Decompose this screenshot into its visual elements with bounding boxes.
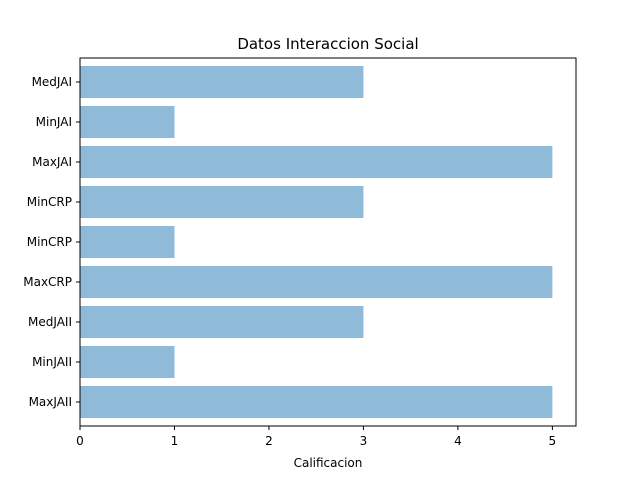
y-tick-label: MedJAI bbox=[32, 75, 72, 89]
y-tick-label: MaxCRP bbox=[23, 275, 72, 289]
plot-frame bbox=[79, 57, 577, 427]
bars-group bbox=[80, 66, 553, 418]
bar-maxjaii-8 bbox=[80, 386, 553, 418]
x-tick-label: 0 bbox=[76, 434, 84, 448]
bar-medjaii-6 bbox=[80, 306, 364, 338]
y-tick-label: MaxJAI bbox=[32, 155, 72, 169]
x-tick-label: 4 bbox=[454, 434, 462, 448]
x-axis-label: Calificacion bbox=[294, 456, 363, 470]
bar-mincrp-3 bbox=[80, 186, 364, 218]
y-tick-label: MinCRP bbox=[27, 195, 72, 209]
bar-minjai-1 bbox=[80, 106, 175, 138]
y-tick-label: MaxJAII bbox=[29, 395, 72, 409]
y-axis-ticks: MedJAI MinJAI MaxJAI MinCRP MinCRP MaxCRP MedJ… bbox=[23, 75, 80, 409]
y-tick-label: MedJAII bbox=[28, 315, 72, 329]
chart-title: Datos Interaccion Social bbox=[237, 35, 418, 53]
x-tick-label: 3 bbox=[360, 434, 368, 448]
bar-maxjai-2 bbox=[80, 146, 553, 178]
y-tick-label: MinJAII bbox=[32, 355, 72, 369]
x-tick-label: 1 bbox=[171, 434, 179, 448]
x-tick-label: 5 bbox=[549, 434, 557, 448]
x-tick-label: 2 bbox=[265, 434, 273, 448]
y-tick-label: MinCRP bbox=[27, 235, 72, 249]
bar-mincrp-4 bbox=[80, 226, 175, 258]
bar-minjaii-7 bbox=[80, 346, 175, 378]
bar-maxcrp-5 bbox=[80, 266, 553, 298]
x-axis-ticks: 0 1 2 3 4 5 bbox=[76, 426, 556, 448]
y-tick-label: MinJAI bbox=[36, 115, 72, 129]
bar-medjai-0 bbox=[80, 66, 364, 98]
